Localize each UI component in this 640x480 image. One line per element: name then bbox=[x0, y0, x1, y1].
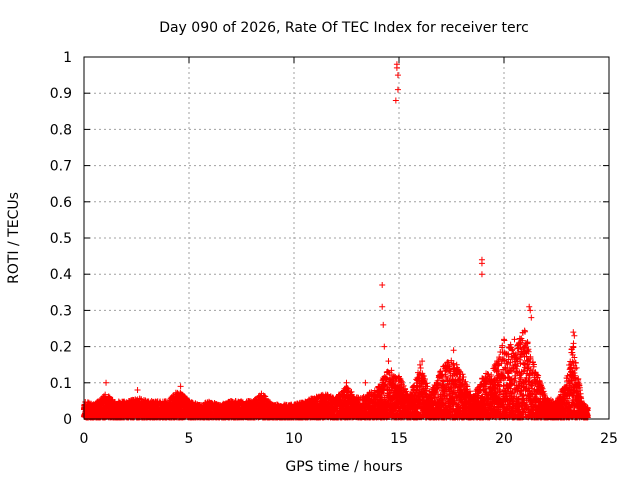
y-tick-label: 0.6 bbox=[50, 195, 72, 211]
x-tick-label: 0 bbox=[80, 431, 89, 447]
x-axis-label: GPS time / hours bbox=[285, 459, 402, 475]
x-tick-label: 15 bbox=[390, 431, 408, 447]
x-tick-label: 5 bbox=[185, 431, 194, 447]
y-tick-label: 0.1 bbox=[50, 376, 72, 392]
y-tick-label: 0.2 bbox=[50, 340, 72, 356]
y-tick-label: 0.4 bbox=[50, 267, 72, 283]
y-tick-label: 0 bbox=[63, 412, 72, 428]
y-tick-label: 0.8 bbox=[50, 122, 72, 138]
data-points bbox=[81, 61, 591, 421]
y-tick-label: 1 bbox=[63, 50, 72, 66]
x-tick-label: 20 bbox=[495, 431, 513, 447]
y-tick-label: 0.7 bbox=[50, 159, 72, 175]
chart-title: Day 090 of 2026, Rate Of TEC Index for r… bbox=[159, 20, 529, 36]
x-tick-label: 25 bbox=[600, 431, 618, 447]
y-tick-label: 0.9 bbox=[50, 86, 72, 102]
y-tick-label: 0.3 bbox=[50, 303, 72, 319]
x-tick-label: 10 bbox=[285, 431, 303, 447]
y-axis-label: ROTI / TECUs bbox=[6, 192, 22, 284]
y-tick-label: 0.5 bbox=[50, 231, 72, 247]
